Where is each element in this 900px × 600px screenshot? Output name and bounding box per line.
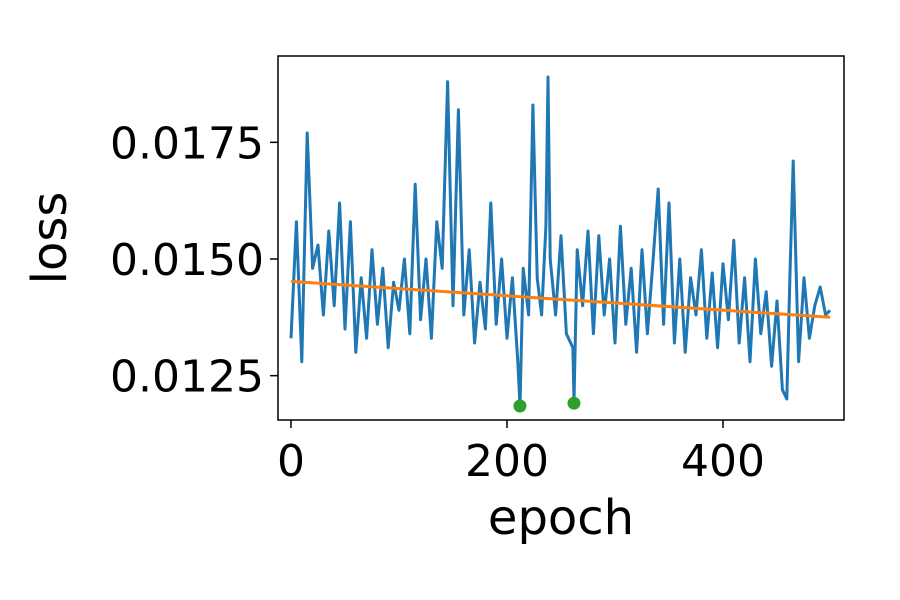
x-tick-label: 400 — [681, 436, 765, 487]
axes-frame — [277, 55, 845, 421]
x-tick-label: 0 — [277, 436, 305, 487]
trend-line — [290, 279, 831, 319]
y-tick-label: 0.0150 — [110, 235, 264, 286]
y-tick-label: 0.0175 — [110, 118, 264, 169]
y-axis-label: loss — [22, 192, 78, 285]
x-tick-label: 200 — [465, 436, 549, 487]
y-tick-label: 0.0125 — [110, 352, 264, 403]
x-axis: 0 200 400 — [277, 420, 765, 487]
minimum-point — [567, 396, 581, 410]
y-axis: 0.0125 0.0150 0.0175 — [110, 118, 278, 403]
loss-series-line — [289, 75, 832, 408]
plot-area — [289, 75, 832, 413]
minimum-point — [513, 399, 527, 413]
x-axis-label: epoch — [488, 490, 634, 546]
